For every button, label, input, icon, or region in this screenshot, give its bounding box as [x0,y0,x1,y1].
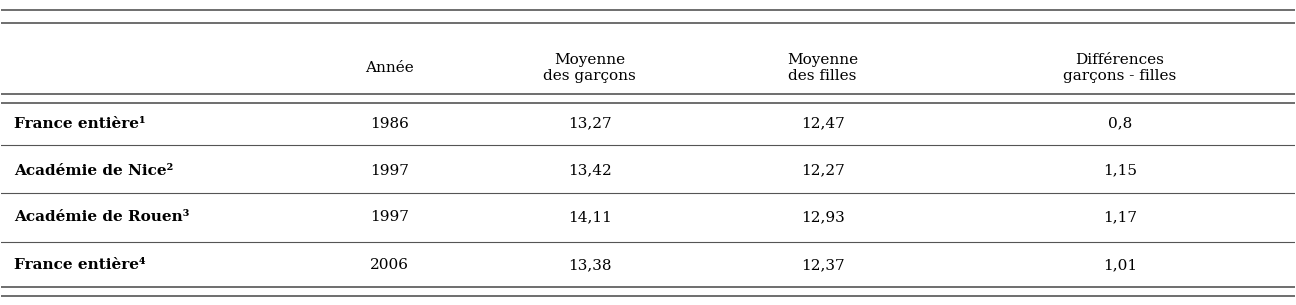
Text: 12,27: 12,27 [801,164,845,178]
Text: 1997: 1997 [369,164,408,178]
Text: Année: Année [365,61,413,75]
Text: 1,15: 1,15 [1103,164,1137,178]
Text: 14,11: 14,11 [568,210,612,224]
Text: Académie de Nice²: Académie de Nice² [14,164,174,178]
Text: 13,42: 13,42 [568,164,612,178]
Text: 12,93: 12,93 [801,210,845,224]
Text: Académie de Rouen³: Académie de Rouen³ [14,210,189,224]
Text: 1,01: 1,01 [1103,258,1137,272]
Text: 0,8: 0,8 [1108,117,1133,131]
Text: 1997: 1997 [369,210,408,224]
Text: 12,37: 12,37 [801,258,845,272]
Text: 1,17: 1,17 [1103,210,1137,224]
Text: 1986: 1986 [369,117,408,131]
Text: 12,47: 12,47 [801,117,845,131]
Text: Moyenne
des filles: Moyenne des filles [787,53,858,83]
Text: France entière¹: France entière¹ [14,117,146,131]
Text: Moyenne
des garçons: Moyenne des garçons [543,53,636,83]
Text: France entière⁴: France entière⁴ [14,258,146,272]
Text: 13,38: 13,38 [568,258,612,272]
Text: 2006: 2006 [369,258,408,272]
Text: Différences
garçons - filles: Différences garçons - filles [1064,53,1177,83]
Text: 13,27: 13,27 [568,117,612,131]
